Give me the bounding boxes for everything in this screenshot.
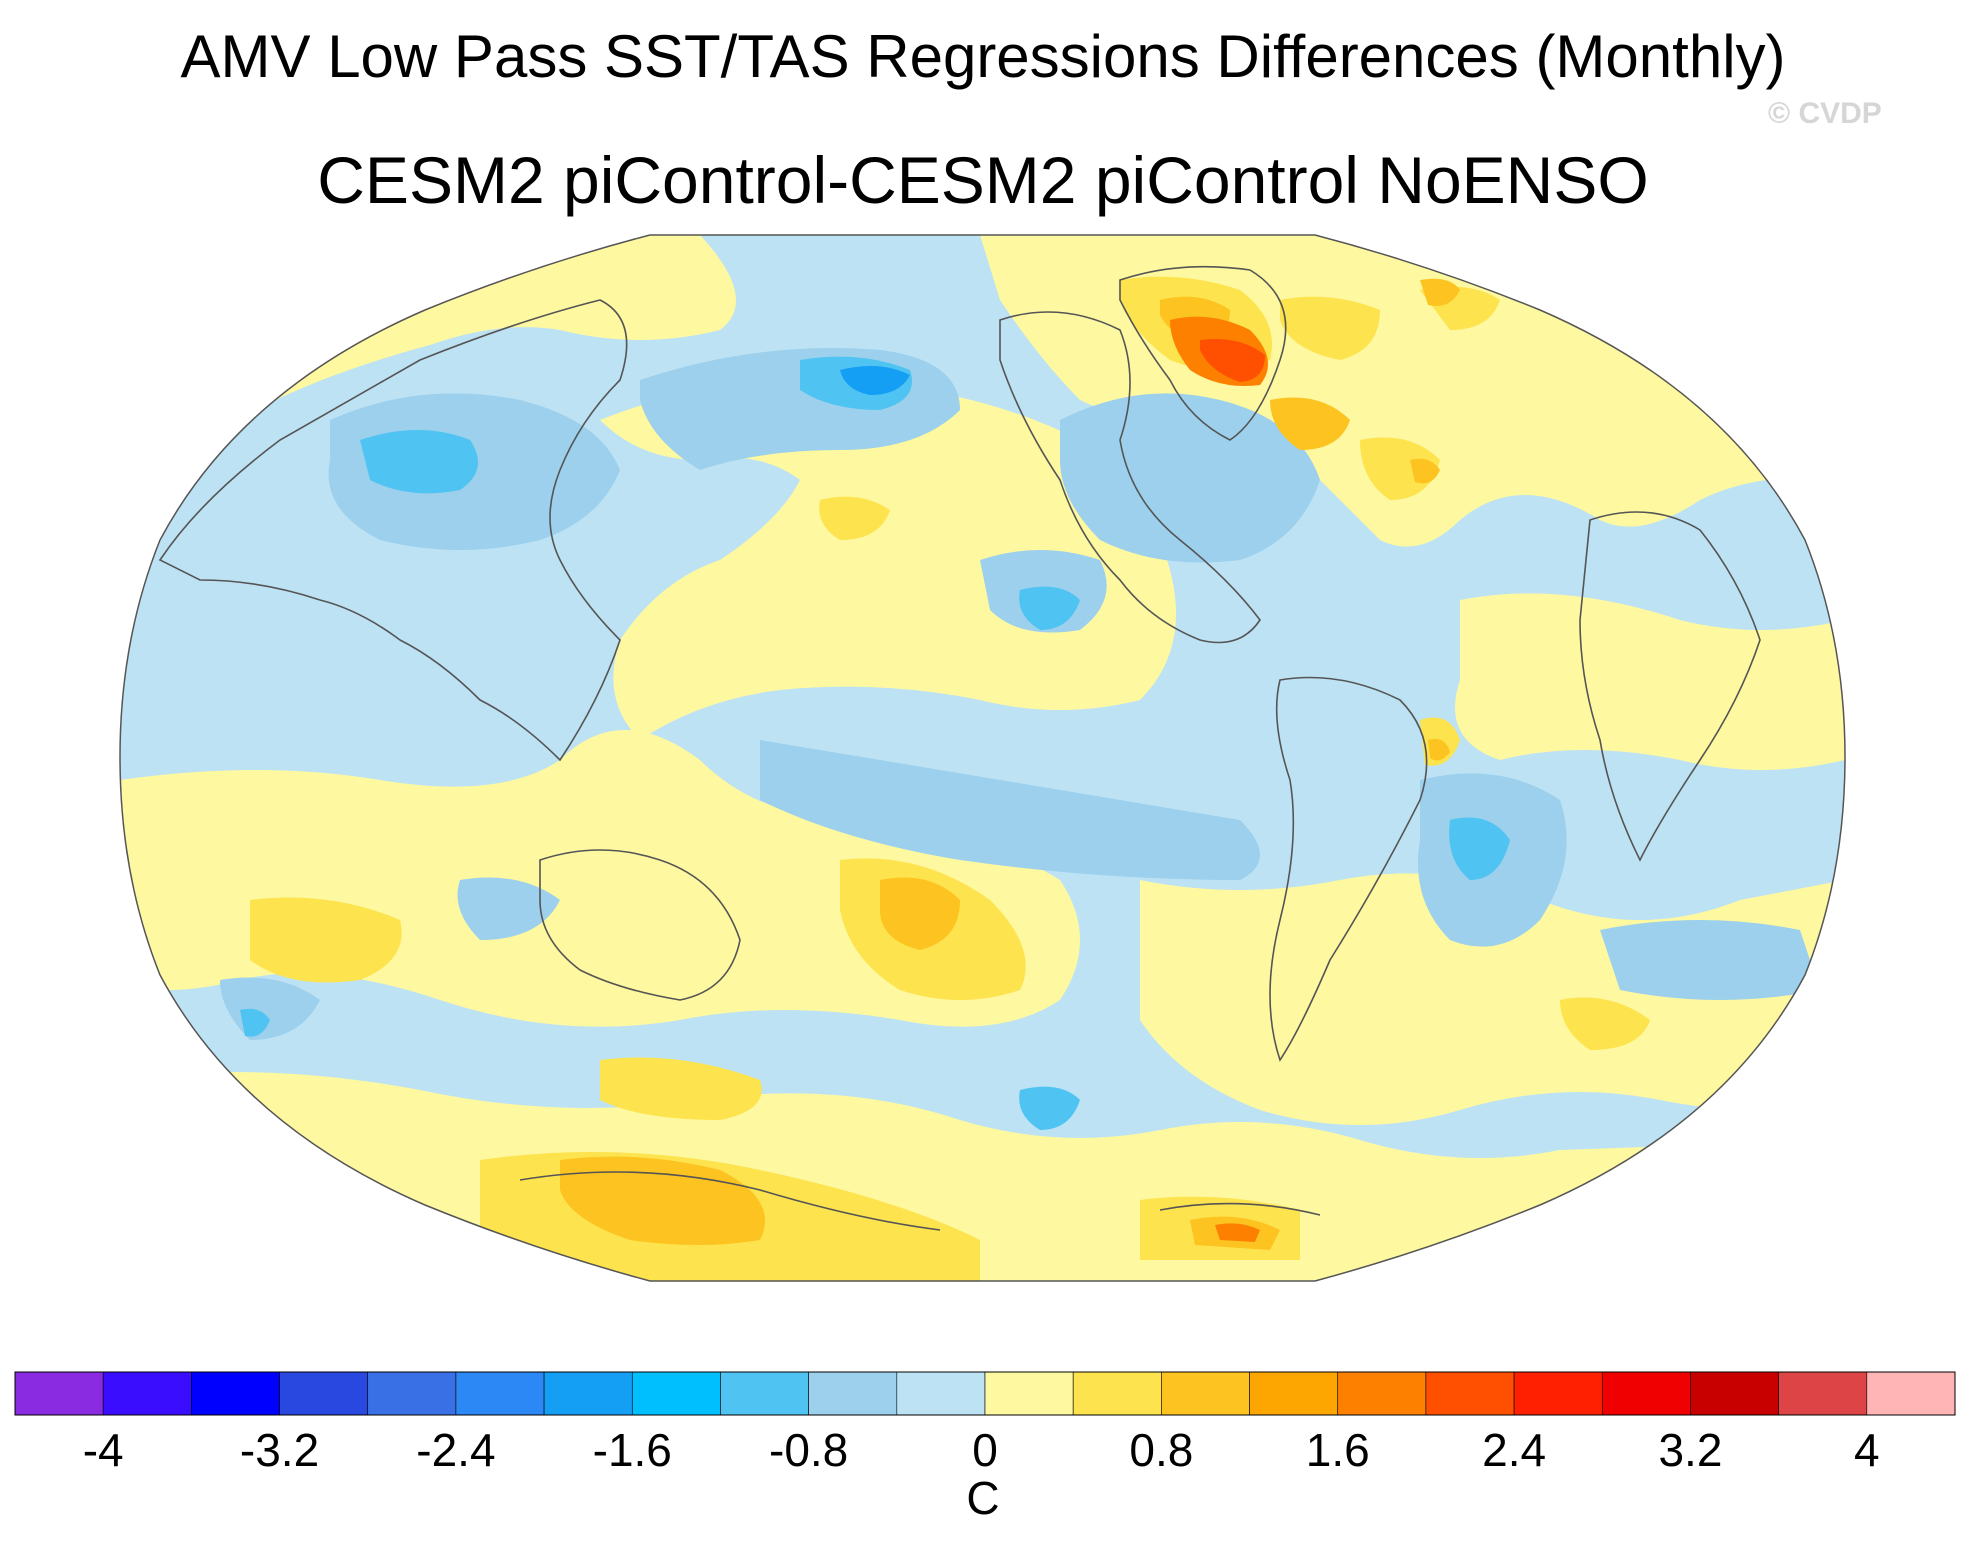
colorbar-tick-label: -0.8 [769,1424,848,1476]
colorbar-box-14 [1249,1371,1339,1416]
colorbar-box-20 [1778,1371,1868,1416]
colorbar-box-6 [543,1371,633,1416]
colorbar-frame [14,1371,1956,1416]
colorbar-tick-label: 2.4 [1482,1424,1546,1476]
greenland-coast [1119,265,1287,441]
colorbar-tick-label: 4 [1854,1424,1880,1476]
title-line-1: AMV Low Pass SST/TAS Regressions Differe… [180,23,1786,90]
colorbar-box-7 [631,1371,721,1416]
colorbar-box-15 [1337,1371,1427,1416]
colorbar-box-3 [279,1371,369,1416]
asia-coast [158,299,628,762]
australia-coast [539,849,741,1001]
globe-outline [119,234,1846,1282]
colorbar-tick-label: 0.8 [1129,1424,1193,1476]
colorbar-box-19 [1690,1371,1779,1416]
colorbar-unit-label: C [966,1472,999,1524]
colorbar-box-10 [896,1371,986,1416]
colorbar-box-18 [1601,1371,1691,1416]
colorbar-tick-label: -2.4 [416,1424,495,1476]
greenland-hot [1200,339,1265,382]
colorbar-tick-label: -1.6 [593,1424,672,1476]
colorbar-tick-labels: -4 -3.2 -2.4 -1.6 -0.8 0 0.8 1.6 2.4 3.2 4 [83,1424,1880,1476]
colorbar-boxes [14,1371,1956,1416]
colorbar-box-0 [14,1371,104,1416]
africa-coast [1579,511,1761,862]
colorbar-box-17 [1513,1371,1603,1416]
coastlines [158,265,1761,1231]
colorbar-box-8 [720,1371,809,1416]
colorbar-box-21 [1866,1371,1956,1416]
colorbar-box-13 [1161,1371,1250,1416]
colorbar-tick-label: 3.2 [1658,1424,1722,1476]
colorbar-box-11 [984,1371,1074,1416]
colorbar-box-1 [102,1371,192,1416]
colorbar-tick-label: -4 [83,1424,124,1476]
title-line-2: CESM2 piControl-CESM2 piControl NoENSO [317,143,1649,217]
colorbar-box-5 [455,1371,545,1416]
colorbar-box-9 [808,1371,898,1416]
colorbar-box-16 [1425,1371,1515,1416]
colorbar-box-4 [367,1371,457,1416]
colorbar-tick-label: -3.2 [240,1424,319,1476]
colorbar-tick-label: 1.6 [1306,1424,1370,1476]
north-america-coast [999,311,1261,644]
colorbar-box-2 [191,1371,280,1416]
colorbar-tick-label: 0 [972,1424,998,1476]
cvdp-watermark: © CVDP [1768,97,1882,130]
south-america-coast [1269,676,1428,1062]
colorbar-box-12 [1072,1371,1162,1416]
antarctica-coast [519,1171,1321,1231]
